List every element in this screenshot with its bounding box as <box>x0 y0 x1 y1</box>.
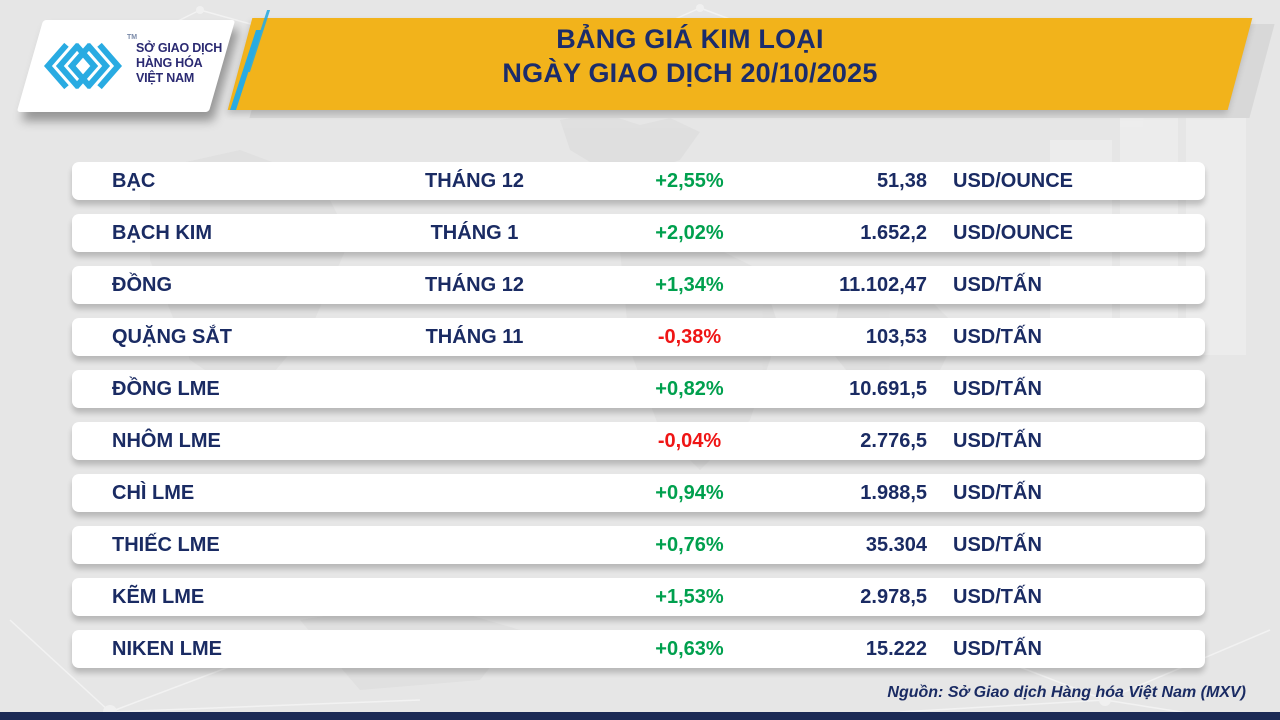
price-unit: USD/TẤN <box>953 637 1042 660</box>
price-table: BẠC THÁNG 12 +2,55% 51,38 USD/OUNCE BẠCH… <box>72 162 1205 682</box>
contract-month: THÁNG 12 <box>425 273 524 296</box>
commodity-name: QUẶNG SẮT <box>112 325 232 348</box>
price-unit: USD/OUNCE <box>953 221 1074 244</box>
price-unit: USD/TẤN <box>953 585 1042 608</box>
price-value: 10.691,5 <box>849 377 927 400</box>
commodity-name: NHÔM LME <box>112 429 221 452</box>
price-unit: USD/TẤN <box>953 429 1042 452</box>
change-percent: +1,53% <box>655 585 724 608</box>
change-percent: -0,04% <box>657 429 722 452</box>
bottom-strip <box>0 712 1280 720</box>
table-row: QUẶNG SẮT THÁNG 11 -0,38% 103,53 USD/TẤN <box>72 318 1205 356</box>
commodity-name: BẠCH KIM <box>112 221 212 244</box>
change-percent: +2,55% <box>655 169 724 192</box>
price-unit: USD/TẤN <box>953 325 1042 348</box>
price-value: 35.304 <box>865 533 927 556</box>
price-value: 2.978,5 <box>860 585 927 608</box>
price-value: 51,38 <box>876 169 927 192</box>
table-row: ĐỒNG THÁNG 12 +1,34% 11.102,47 USD/TẤN <box>72 266 1205 304</box>
table-row: KẼM LME +1,53% 2.978,5 USD/TẤN <box>72 578 1205 616</box>
table-row: ĐỒNG LME +0,82% 10.691,5 USD/TẤN <box>72 370 1205 408</box>
contract-month: THÁNG 12 <box>425 169 524 192</box>
trademark-label: TM <box>127 34 138 41</box>
mxv-logo: TM SỞ GIAO DỊCH HÀNG HÓA VIỆT NAM <box>30 20 222 112</box>
page-title-line1: BẢNG GIÁ KIM LOẠI <box>556 24 824 54</box>
price-value: 1.988,5 <box>860 481 927 504</box>
price-value: 1.652,2 <box>860 221 927 244</box>
commodity-name: NIKEN LME <box>112 637 222 660</box>
change-percent: +0,94% <box>655 481 724 504</box>
logo-text: SỞ GIAO DỊCH HÀNG HÓA VIỆT NAM <box>136 41 222 85</box>
change-percent: +0,63% <box>655 637 724 660</box>
commodity-name: CHÌ LME <box>112 481 195 504</box>
commodity-name: KẼM LME <box>112 585 205 608</box>
source-credit: Nguồn: Sở Giao dịch Hàng hóa Việt Nam (M… <box>887 684 1246 701</box>
logo-text-line2: HÀNG HÓA <box>136 55 203 70</box>
page-title: BẢNG GIÁ KIM LOẠI NGÀY GIAO DỊCH 20/10/2… <box>265 22 1115 90</box>
table-row: NIKEN LME +0,63% 15.222 USD/TẤN <box>72 630 1205 668</box>
change-percent: +0,82% <box>655 377 724 400</box>
commodity-name: ĐỒNG LME <box>112 377 220 400</box>
mxv-chevron-icon <box>43 42 123 90</box>
change-percent: +0,76% <box>655 533 724 556</box>
logo-text-line3: VIỆT NAM <box>136 70 195 85</box>
price-value: 2.776,5 <box>860 429 927 452</box>
price-value: 11.102,47 <box>839 273 927 296</box>
commodity-name: THIẾC LME <box>112 533 220 556</box>
table-row: CHÌ LME +0,94% 1.988,5 USD/TẤN <box>72 474 1205 512</box>
commodity-name: ĐỒNG <box>112 273 172 296</box>
price-unit: USD/TẤN <box>953 273 1042 296</box>
table-row: BẠC THÁNG 12 +2,55% 51,38 USD/OUNCE <box>72 162 1205 200</box>
table-row: THIẾC LME +0,76% 35.304 USD/TẤN <box>72 526 1205 564</box>
price-value: 103,53 <box>865 325 927 348</box>
price-unit: USD/TẤN <box>953 481 1042 504</box>
commodity-name: BẠC <box>112 169 156 192</box>
contract-month: THÁNG 1 <box>430 221 519 244</box>
table-row: NHÔM LME -0,04% 2.776,5 USD/TẤN <box>72 422 1205 460</box>
contract-month: THÁNG 11 <box>425 325 524 348</box>
change-percent: +2,02% <box>655 221 724 244</box>
logo-text-line1: SỞ GIAO DỊCH <box>136 41 223 55</box>
change-percent: +1,34% <box>655 273 724 296</box>
price-unit: USD/TẤN <box>953 533 1042 556</box>
price-unit: USD/OUNCE <box>953 169 1074 192</box>
page-title-line2: NGÀY GIAO DỊCH 20/10/2025 <box>502 58 878 88</box>
change-percent: -0,38% <box>657 325 722 348</box>
table-row: BẠCH KIM THÁNG 1 +2,02% 1.652,2 USD/OUNC… <box>72 214 1205 252</box>
price-unit: USD/TẤN <box>953 377 1042 400</box>
header: BẢNG GIÁ KIM LOẠI NGÀY GIAO DỊCH 20/10/2… <box>0 0 1280 135</box>
price-value: 15.222 <box>865 637 927 660</box>
